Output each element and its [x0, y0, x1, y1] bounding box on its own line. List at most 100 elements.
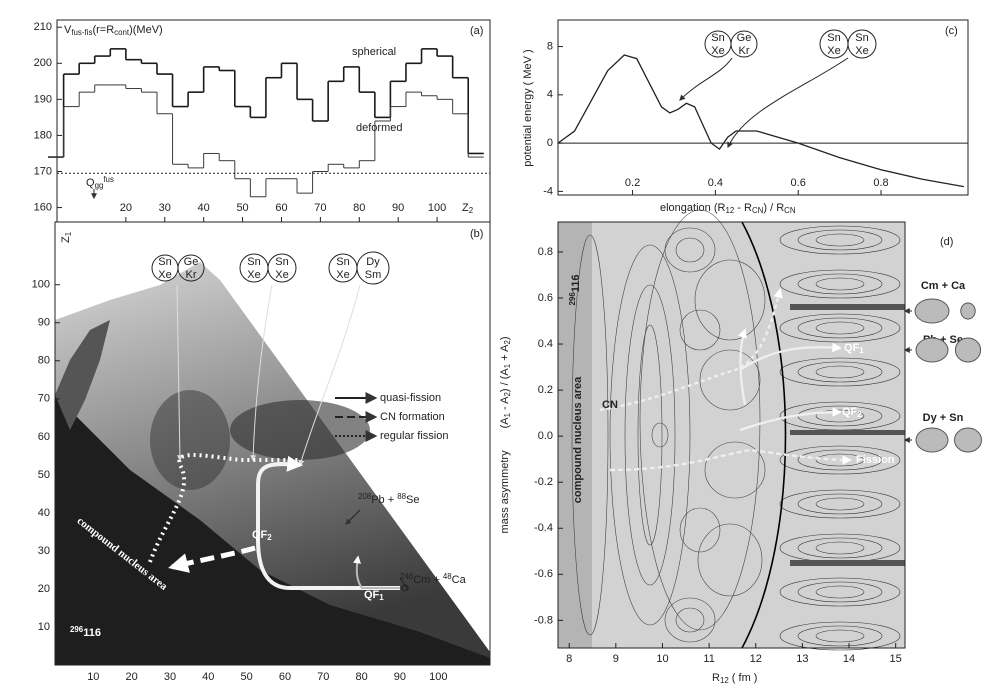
valley — [790, 560, 905, 566]
nucleus-label-part: 296 — [70, 625, 84, 634]
y-tick-label: 0.8 — [538, 246, 553, 258]
y-tick-label: 20 — [38, 583, 50, 595]
x-tick-label: 11 — [703, 653, 714, 665]
y-tick-label: 0 — [547, 137, 553, 149]
y-tick-label: 10 — [38, 621, 50, 633]
series-label: spherical — [352, 46, 396, 58]
x-tick-label: 20 — [126, 671, 138, 683]
y-axis-title-part: fus-fis — [71, 28, 92, 37]
series-label: deformed — [356, 122, 402, 134]
path-label-part: 1 — [859, 346, 864, 355]
x-axis-title-part: 12 — [725, 206, 734, 215]
y-axis-title-part: (A — [499, 417, 511, 429]
path-label: CN — [602, 399, 618, 411]
x-tick-label: 0.6 — [791, 177, 806, 189]
nucleus-label: Xe — [275, 269, 288, 281]
valley — [790, 304, 905, 310]
x-axis-title-part: ( fm ) — [729, 672, 758, 684]
x-tick-label: 100 — [429, 671, 447, 683]
x-tick-label: 9 — [613, 653, 619, 665]
x-axis-title: Z2 — [462, 202, 473, 215]
y-tick-label: -0.6 — [534, 568, 553, 580]
y-tick-label: 4 — [547, 89, 553, 101]
panel-label: (c) — [945, 25, 958, 37]
path-label-part: QF — [844, 342, 860, 354]
nucleus-label: Sn — [855, 32, 868, 44]
nucleus-label: Xe — [827, 45, 840, 57]
panel-label: (b) — [470, 228, 483, 240]
x-axis-title-part: 2 — [473, 653, 477, 662]
heatmap — [55, 222, 490, 665]
legend-label: CN formation — [380, 411, 445, 423]
y-tick-label: 0.0 — [538, 430, 553, 442]
y-axis-title-part: (r=R — [92, 24, 114, 36]
y-axis-title-part: + A — [499, 344, 511, 364]
nucleus-label: Xe — [855, 45, 868, 57]
path-label-part: QF — [252, 529, 268, 541]
reference-label: Qggfus — [86, 175, 114, 190]
reaction-label-part: + — [430, 574, 443, 586]
pointer — [680, 58, 732, 100]
y-tick-label: 170 — [34, 165, 52, 177]
y-tick-label: 100 — [32, 279, 50, 291]
x-tick-label: 30 — [164, 671, 176, 683]
x-tick-label: 20 — [120, 202, 132, 214]
nucleus-label: Sn — [275, 256, 288, 268]
nucleus-label: Sm — [365, 269, 382, 281]
fragment — [916, 428, 948, 452]
y-tick-label: 160 — [34, 201, 52, 213]
x-tick-label: 50 — [241, 671, 253, 683]
y-axis-title-part: cont — [114, 28, 130, 37]
nucleus-label: Sn — [158, 256, 171, 268]
x-axis-title-part: 12 — [720, 676, 729, 685]
area-label: compound nucleus area — [572, 376, 584, 503]
y-tick-label: 0.4 — [538, 338, 553, 350]
fragment — [955, 338, 980, 362]
reaction-label-part: + — [385, 494, 398, 506]
x-tick-label: 90 — [392, 202, 404, 214]
y-axis-title-part: 1 — [64, 231, 73, 236]
x-tick-label: 60 — [275, 202, 287, 214]
y-tick-label: 80 — [38, 355, 50, 367]
y-tick-label: 0.2 — [538, 384, 553, 396]
plot-frame — [558, 20, 968, 195]
nucleus-label: Kr — [739, 45, 750, 57]
contour-map — [558, 210, 905, 650]
x-tick-label: 70 — [317, 671, 329, 683]
y-tick-label: 180 — [34, 129, 52, 141]
x-axis-title-part: 2 — [469, 206, 473, 215]
y-axis-title-part: (MeV) — [133, 24, 163, 36]
reaction-label-part: 248 — [400, 572, 414, 581]
x-tick-label: 10 — [656, 653, 668, 665]
x-tick-label: 70 — [314, 202, 326, 214]
curve — [558, 55, 964, 187]
y-tick-label: 0.6 — [538, 292, 553, 304]
fragment — [961, 303, 975, 319]
path-label-part: 2 — [857, 410, 862, 419]
legend-label: quasi-fission — [380, 392, 441, 404]
y-axis-title-part: ) — [499, 336, 511, 340]
x-tick-label: 80 — [353, 202, 365, 214]
nucleus-label: Sn — [247, 256, 260, 268]
x-tick-label: 0.8 — [873, 177, 888, 189]
nucleus-label: Ge — [737, 32, 752, 44]
x-tick-label: 100 — [428, 202, 446, 214]
x-tick-label: 14 — [843, 653, 855, 665]
y-axis-title-part: mass asymmetry — [499, 450, 511, 534]
y-tick-label: 210 — [34, 21, 52, 33]
pointer — [728, 58, 848, 147]
panel-label: (a) — [470, 25, 483, 37]
nucleus-label: Ge — [184, 256, 199, 268]
y-tick-label: 90 — [38, 317, 50, 329]
x-axis-title: elongation (R12 - RCN) / RCN — [660, 202, 796, 215]
reaction-label-part: 208 — [358, 492, 372, 501]
reaction-label-part: Pb — [371, 494, 384, 506]
y-tick-label: 70 — [38, 393, 50, 405]
channel-label: Cm + Ca — [921, 280, 966, 292]
x-tick-label: 8 — [566, 653, 572, 665]
x-tick-label: 50 — [236, 202, 248, 214]
x-axis-title-part: R — [712, 672, 720, 684]
nucleus-label: Sn — [711, 32, 724, 44]
reference-label-part: gg — [95, 181, 104, 190]
path-label-part: QF — [364, 589, 380, 601]
